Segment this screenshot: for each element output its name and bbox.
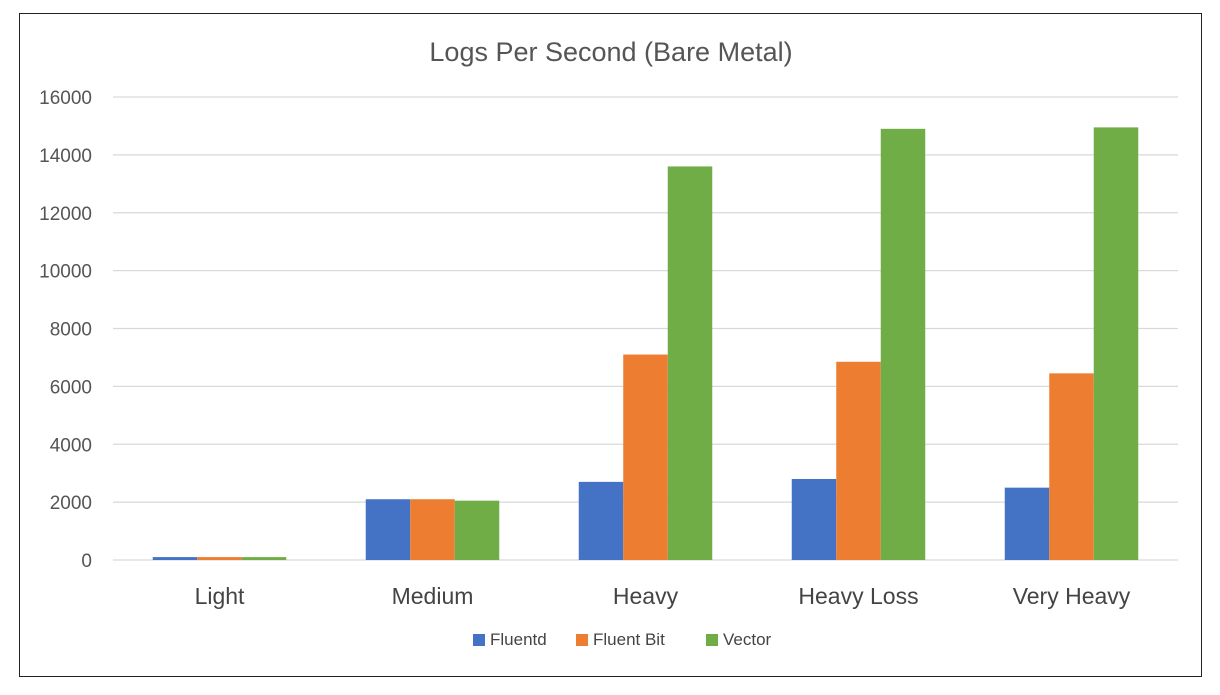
- bar-fluentd-very-heavy: [1004, 487, 1050, 560]
- bar-vector-very-heavy: [1093, 127, 1139, 561]
- y-tick-label: 12000: [39, 204, 92, 225]
- legend: Fluentd Fluent Bit Vector: [473, 630, 772, 649]
- bar-fluentd-light: [152, 557, 198, 560]
- bar-vector-light: [241, 557, 287, 560]
- legend-item-fluent-bit: Fluent Bit: [576, 630, 665, 649]
- chart-frame: [19, 13, 1202, 677]
- gridlines: [113, 96, 1178, 561]
- legend-label: Fluent Bit: [593, 630, 665, 649]
- bar-fluent-bit-heavy: [623, 354, 668, 560]
- legend-swatch: [576, 634, 588, 646]
- bar-fluentd-heavy-loss: [791, 478, 837, 560]
- legend-swatch: [473, 634, 485, 646]
- x-category-label: Heavy: [613, 583, 679, 609]
- bar-fluent-bit-medium: [410, 499, 455, 560]
- legend-item-vector: Vector: [706, 630, 772, 649]
- bar-vector-medium: [454, 500, 500, 560]
- bar-fluent-bit-light: [197, 557, 242, 560]
- x-category-label: Heavy Loss: [798, 583, 918, 609]
- y-tick-label: 0: [81, 551, 92, 572]
- bar-fluentd-heavy: [578, 481, 624, 560]
- bar-vector-heavy-loss: [880, 128, 926, 561]
- legend-swatch: [706, 634, 718, 646]
- bar-fluent-bit-very-heavy: [1049, 373, 1094, 560]
- y-tick-label: 16000: [39, 88, 92, 109]
- x-category-label: Very Heavy: [1013, 583, 1131, 609]
- y-tick-label: 2000: [50, 493, 92, 514]
- bar-fluentd-medium: [365, 499, 411, 560]
- y-axis-tick-labels: 0 2000 4000 6000 8000 10000 12000 14000 16000: [39, 88, 92, 572]
- y-tick-label: 8000: [50, 320, 92, 341]
- bar-fluent-bit-heavy-loss: [836, 361, 881, 560]
- legend-label: Vector: [723, 630, 772, 649]
- x-category-label: Medium: [392, 583, 474, 609]
- x-category-label: Light: [195, 583, 245, 609]
- legend-item-fluentd: Fluentd: [473, 630, 547, 649]
- bars: [152, 127, 1139, 561]
- x-axis-category-labels: Light Medium Heavy Heavy Loss Very Heavy: [195, 583, 1131, 609]
- y-tick-label: 6000: [50, 377, 92, 398]
- y-tick-label: 4000: [50, 435, 92, 456]
- bar-vector-heavy: [667, 166, 713, 560]
- legend-label: Fluentd: [490, 630, 547, 649]
- y-tick-label: 10000: [39, 262, 92, 283]
- y-tick-label: 14000: [39, 146, 92, 167]
- chart-title: Logs Per Second (Bare Metal): [429, 37, 792, 67]
